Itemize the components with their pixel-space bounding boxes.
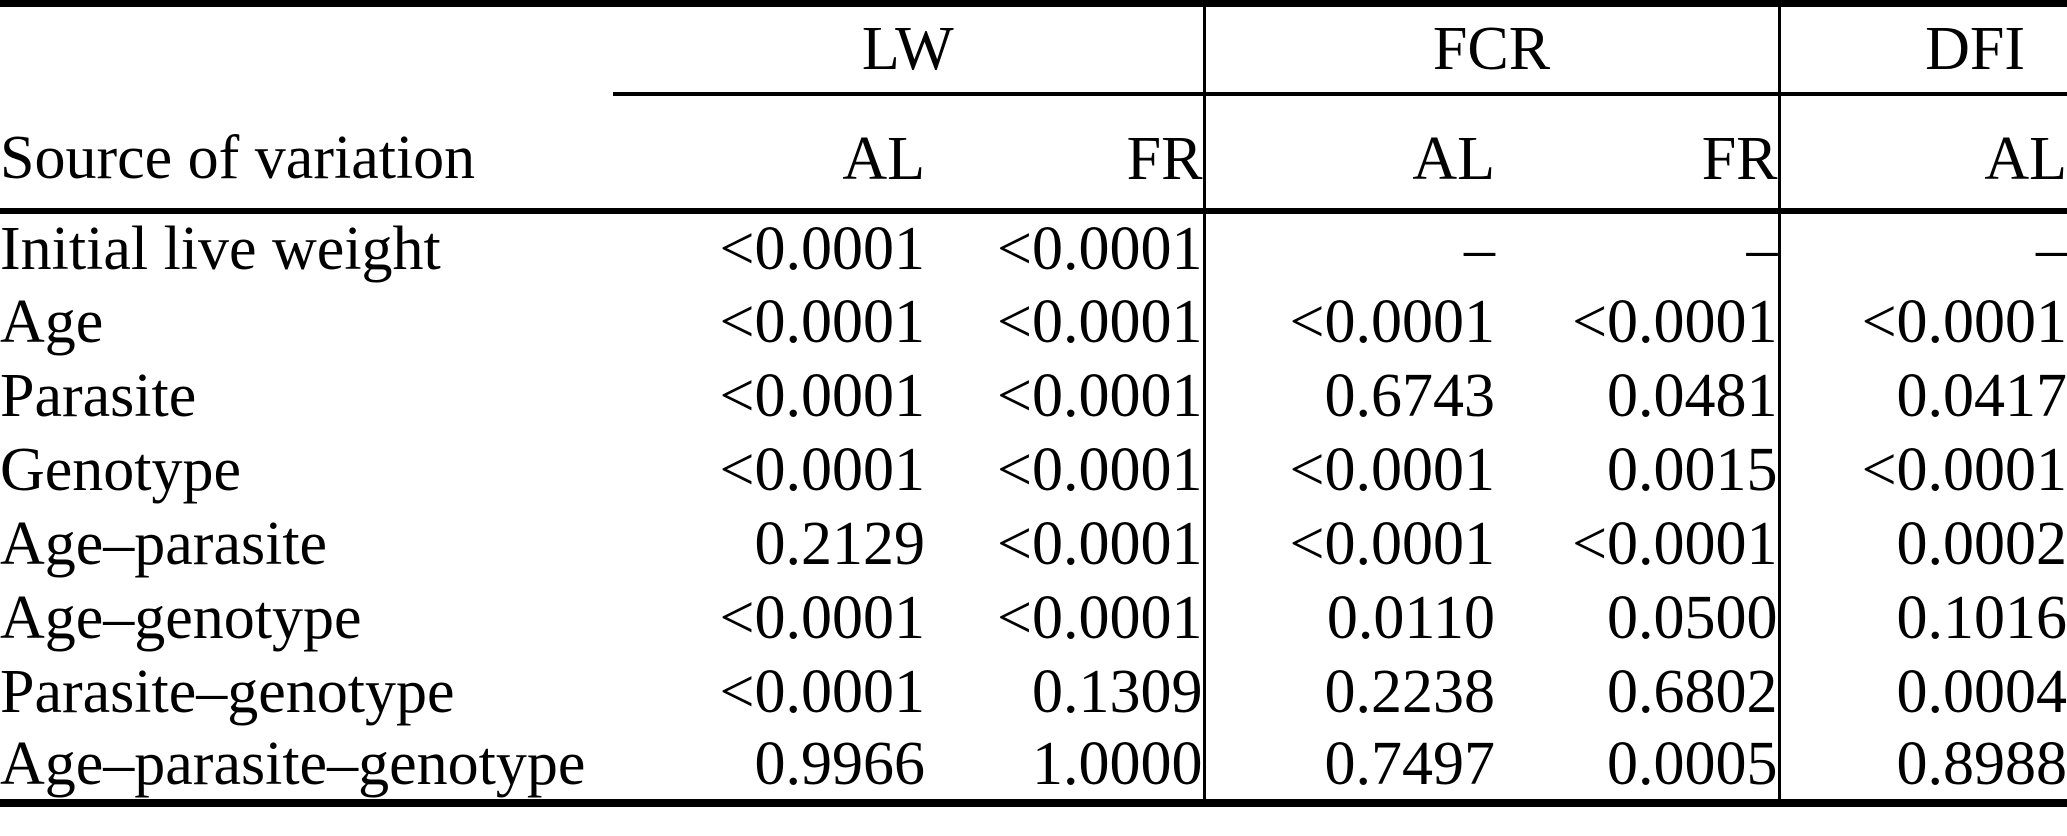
cell-value: <0.0001 [719,287,925,356]
table-row-age-genotype: Age–genotype <0.0001 <0.0001 0.0110 0.05… [0,580,2067,655]
cell-value: 0.0015 [1495,432,1781,507]
cell-value: <0.0001 [925,432,1206,507]
column-header-row: Source of variation AL FR AL FR AL [0,93,2067,214]
cell-value: <0.0001 [1289,287,1496,356]
cell-value: 0.8988 [1896,729,2067,798]
col-header-lw-fr: FR [925,93,1206,214]
table-row-parasite-genotype: Parasite–genotype <0.0001 0.1309 0.2238 … [0,654,2067,729]
cell-value: <0.0001 [925,580,1206,655]
group-header-dfi: DFI [1779,3,2067,96]
cell-value: 0.9966 [754,729,926,798]
corner-cell [0,4,613,94]
table-body: Initial live weight <0.0001 <0.0001 – – … [0,210,2067,803]
cell-value: 1.0000 [925,728,1206,803]
cell-value: <0.0001 [925,284,1206,359]
cell-value: 0.6802 [1495,654,1781,729]
cell-value: 0.0005 [1495,728,1781,803]
row-label: Parasite–genotype [0,657,455,726]
cell-value: <0.0001 [925,358,1206,433]
cell-value: <0.0001 [1861,287,2067,356]
cell-value: <0.0001 [1289,509,1496,578]
p-values-table: LW FCR DFI Source of variation AL FR AL … [0,0,2067,807]
group-header-row: LW FCR DFI [0,3,2067,96]
cell-value: 0.6743 [1324,361,1496,430]
group-header-fcr: FCR [1204,3,1781,96]
table-header: LW FCR DFI Source of variation AL FR AL … [0,3,2067,214]
cell-value: <0.0001 [1861,435,2067,504]
cell-value: – [1495,210,1781,285]
cell-value: <0.0001 [925,506,1206,581]
cell-value: <0.0001 [719,435,925,504]
cell-value: 0.0002 [1896,509,2067,578]
cell-value: 0.2238 [1324,657,1496,726]
cell-value: 0.7497 [1324,729,1496,798]
table-row-parasite: Parasite <0.0001 <0.0001 0.6743 0.0481 0… [0,358,2067,433]
cell-value: 0.0481 [1495,358,1781,433]
group-header-lw: LW [613,3,1206,96]
cell-value: <0.0001 [719,361,925,430]
cell-value: <0.0001 [925,210,1206,285]
table-row-age: Age <0.0001 <0.0001 <0.0001 <0.0001 <0.0… [0,284,2067,359]
col-header-fcr-fr: FR [1495,93,1781,214]
cell-value: 0.0500 [1495,580,1781,655]
col-header-dfi-al: AL [1779,93,2067,214]
cell-value: 0.1309 [925,654,1206,729]
cell-value: 0.1016 [1896,583,2067,652]
table-row-genotype: Genotype <0.0001 <0.0001 <0.0001 0.0015 … [0,432,2067,507]
cell-value: 0.0004 [1896,657,2067,726]
cell-value: <0.0001 [719,583,925,652]
row-label: Genotype [0,435,242,504]
row-label: Age–parasite–genotype [0,729,586,798]
row-header-label: Source of variation [0,93,613,214]
cell-value: 0.0417 [1896,361,2067,430]
cell-value: <0.0001 [1495,284,1781,359]
table-row-age-parasite: Age–parasite 0.2129 <0.0001 <0.0001 <0.0… [0,506,2067,581]
cell-value: <0.0001 [719,215,925,283]
row-label: Age [0,287,104,356]
row-label: Initial live weight [0,215,441,283]
cell-value: <0.0001 [1289,435,1496,504]
row-label: Parasite [0,361,197,430]
row-label: Age–parasite [0,509,328,578]
table-row-age-parasite-genotype: Age–parasite–genotype 0.9966 1.0000 0.74… [0,728,2067,803]
cell-value: – [1464,215,1496,283]
cell-value: <0.0001 [719,657,925,726]
cell-value: – [2036,215,2067,283]
col-header-lw-al: AL [613,93,925,214]
cell-value: 0.0110 [1326,583,1496,652]
cell-value: 0.2129 [754,509,926,578]
table-row-initial-live-weight: Initial live weight <0.0001 <0.0001 – – … [0,210,2067,285]
row-label: Age–genotype [0,583,362,652]
cell-value: <0.0001 [1495,506,1781,581]
col-header-fcr-al: AL [1204,93,1496,214]
